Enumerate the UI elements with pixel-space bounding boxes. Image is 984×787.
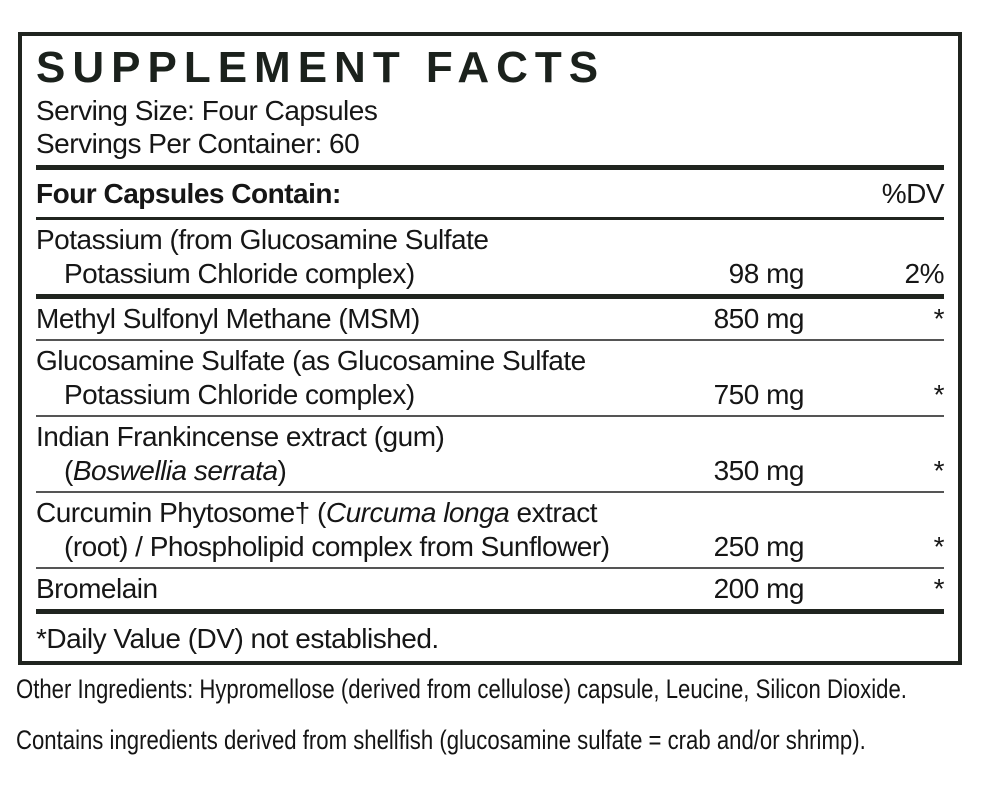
other-ingredients-statement: Other Ingredients: Hypromellose (derived… xyxy=(16,674,907,704)
ingredient-row-glucosamine: Glucosamine Sulfate (as Glucosamine Sulf… xyxy=(36,341,945,415)
ingredient-dv: 2% xyxy=(904,258,945,289)
ingredient-name: Bromelain xyxy=(36,572,644,606)
ingredient-row-potassium: Potassium (from Glucosamine Sulfate Pota… xyxy=(36,220,945,294)
ingredient-line: (root) / Phospholipid complex from Sunfl… xyxy=(64,531,610,562)
ingredient-amount: 350 mg xyxy=(713,455,805,486)
dv-header: %DV xyxy=(881,178,945,209)
ingredient-name: Methyl Sulfonyl Methane (MSM) xyxy=(36,302,644,336)
supplement-facts-panel: SUPPLEMENT FACTS Serving Size: Four Caps… xyxy=(18,32,962,665)
ingredient-line: Potassium Chloride complex) xyxy=(64,379,415,410)
ingredient-name: Glucosamine Sulfate (as Glucosamine Sulf… xyxy=(36,344,644,412)
serving-size: Serving Size: Four Capsules xyxy=(36,95,378,126)
divider-thin xyxy=(36,491,944,493)
ingredient-line: Methyl Sulfonyl Methane (MSM) xyxy=(36,303,420,334)
divider-thin xyxy=(36,415,944,417)
divider-thick xyxy=(36,294,944,299)
panel-title: SUPPLEMENT FACTS xyxy=(36,43,606,92)
ingredient-line: ( xyxy=(64,455,73,486)
ingredient-dv: * xyxy=(933,303,945,334)
ingredient-line: Bromelain xyxy=(36,573,158,604)
ingredient-line: Glucosamine Sulfate (as Glucosamine Sulf… xyxy=(36,345,586,376)
ingredient-name: Curcumin Phytosome† (Curcuma longa extra… xyxy=(36,496,644,564)
ingredient-row-curcumin: Curcumin Phytosome† (Curcuma longa extra… xyxy=(36,493,945,567)
ingredient-amount: 250 mg xyxy=(713,531,805,562)
ingredient-name: Potassium (from Glucosamine Sulfate Pota… xyxy=(36,223,644,291)
ingredient-amount: 850 mg xyxy=(713,303,805,334)
divider-thick xyxy=(36,609,944,614)
ingredient-row-frankincense: Indian Frankincense extract (gum) (Boswe… xyxy=(36,417,945,491)
ingredient-line: Curcumin Phytosome† ( xyxy=(36,497,326,528)
ingredient-amount: 750 mg xyxy=(713,379,805,410)
divider-medium xyxy=(36,217,944,220)
ingredient-line: Indian Frankincense extract (gum) xyxy=(36,421,445,452)
contain-header: Four Capsules Contain: xyxy=(36,178,341,209)
ingredient-dv: * xyxy=(933,573,945,604)
botanical-name: Curcuma longa xyxy=(325,497,510,528)
dv-footnote: *Daily Value (DV) not established. xyxy=(36,623,439,654)
divider-thick xyxy=(36,165,944,170)
ingredient-amount: 200 mg xyxy=(713,573,805,604)
servings-per-container: Servings Per Container: 60 xyxy=(36,128,360,159)
ingredient-row-msm: Methyl Sulfonyl Methane (MSM) 850 mg * xyxy=(36,299,945,339)
ingredient-dv: * xyxy=(933,379,945,410)
ingredient-line: ) xyxy=(277,455,287,486)
ingredient-name: Indian Frankincense extract (gum) (Boswe… xyxy=(36,420,644,488)
botanical-name: Boswellia serrata xyxy=(72,455,278,486)
divider-thin xyxy=(36,339,944,341)
allergen-statement: Contains ingredients derived from shellf… xyxy=(16,725,866,755)
ingredient-dv: * xyxy=(933,455,945,486)
ingredient-amount: 98 mg xyxy=(728,258,805,289)
table-header-row: Four Capsules Contain: %DV xyxy=(36,170,945,217)
ingredient-line: Potassium Chloride complex) xyxy=(64,258,415,289)
ingredient-line: Potassium (from Glucosamine Sulfate xyxy=(36,224,489,255)
ingredient-line: extract xyxy=(509,497,598,528)
ingredient-row-bromelain: Bromelain 200 mg * xyxy=(36,569,945,609)
ingredient-dv: * xyxy=(933,531,945,562)
divider-thin xyxy=(36,567,944,569)
